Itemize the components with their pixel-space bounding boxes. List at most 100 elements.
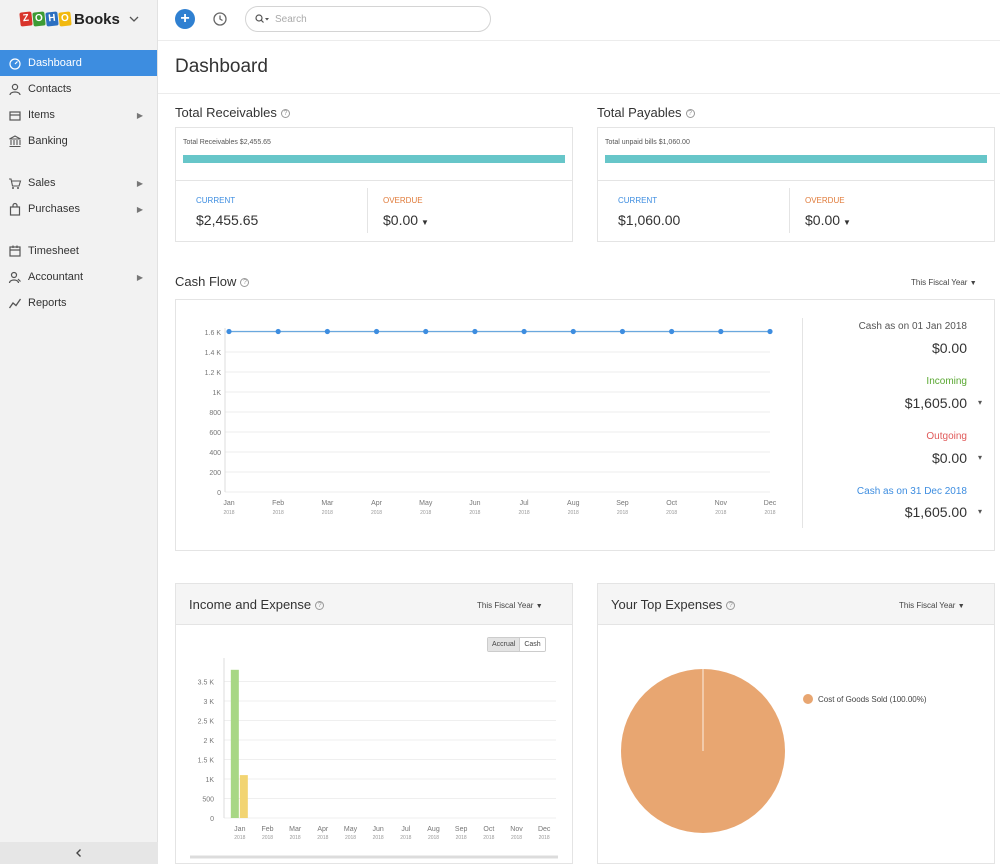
x-tick-year: 2018 [420,510,431,516]
cash-opening-label: Cash as on 01 Jan 2018 [858,321,967,332]
x-tick-label: Oct [666,500,677,507]
sidebar-item-purchases[interactable]: Purchases ▶ [0,196,157,222]
search-input[interactable] [275,13,465,25]
history-icon [213,12,227,26]
bag-icon [8,202,22,216]
help-icon[interactable]: ? [280,109,290,119]
payables-current-value: $1,060.00 [618,212,681,228]
cash-flow-period-value: This Fiscal Year [911,278,968,287]
income-expense-title-text: Income and Expense [189,597,312,612]
x-tick-year: 2018 [511,835,522,841]
income-expense-period-select[interactable]: This Fiscal Year ▼ [477,601,543,610]
cart-icon [8,176,22,190]
top-expenses-period-select[interactable]: This Fiscal Year ▼ [899,601,965,610]
data-point[interactable] [718,328,724,335]
chart-legend: Cost of Goods Sold (100.00%) [803,694,927,704]
chevron-left-icon [76,849,81,857]
data-point[interactable] [570,328,576,335]
data-point[interactable] [324,328,330,335]
income-expense-panel: Income and Expense? This Fiscal Year ▼ A… [175,583,573,864]
x-tick-label: May [419,500,433,507]
payables-card: Total unpaid bills $1,060.00 CURRENT $1,… [597,127,995,242]
bar[interactable] [239,775,248,818]
help-icon[interactable]: ? [685,109,695,119]
sidebar-nav: Dashboard Contacts Items ▶ Banking Sales ▶ Purc… [0,50,157,316]
sidebar-item-timesheet[interactable]: Timesheet [0,238,157,264]
sidebar-item-label: Timesheet [28,245,79,257]
y-tick-label: 500 [202,797,214,804]
cash-toggle[interactable]: Cash [520,638,545,651]
data-point[interactable] [226,328,232,335]
x-tick-label: Dec [764,500,777,507]
data-point[interactable] [521,328,527,335]
top-expenses-chart [621,669,785,833]
data-point[interactable] [472,328,478,335]
x-tick-label: Sep [616,500,629,507]
sidebar-item-dashboard[interactable]: Dashboard [0,50,157,76]
caret-down-icon[interactable]: ▾ [977,507,982,516]
cash-closing-label: Cash as on 31 Dec 2018 [856,486,967,497]
x-tick-label: Nov [510,826,523,833]
receivables-current-label: CURRENT [196,196,236,205]
x-tick-label: Dec [538,826,551,833]
data-point[interactable] [619,328,626,335]
bar[interactable] [230,669,239,818]
payables-current-label: CURRENT [618,196,658,205]
help-icon[interactable]: ? [726,601,736,611]
y-tick-label: 1K [205,777,214,784]
receivables-overdue-label: OVERDUE [383,196,423,205]
logo-letter: H [45,11,59,27]
sidebar-item-accountant[interactable]: Accountant ▶ [0,264,157,290]
x-tick-year: 2018 [322,510,333,516]
top-expenses-title-text: Your Top Expenses [611,597,723,612]
help-icon[interactable]: ? [240,278,250,288]
x-tick-year: 2018 [483,835,494,841]
cash-flow-card [175,299,995,551]
cash-opening-value: $0.00 [931,340,967,356]
sidebar-item-label: Reports [28,297,67,309]
chart-line-icon [8,296,22,310]
receivables-current-value: $2,455.65 [196,212,259,228]
help-icon[interactable]: ? [315,601,325,611]
sidebar-item-contacts[interactable]: Contacts [0,76,157,102]
top-expenses-period-value: This Fiscal Year [899,601,956,610]
recent-history-button[interactable] [210,9,230,29]
y-tick-label: 2.5 K [198,719,215,726]
receivables-overdue-dropdown[interactable]: $0.00 ▼ [383,212,429,228]
y-tick-label: 1.5 K [198,758,215,765]
quick-create-button[interactable]: + [175,9,195,29]
data-point[interactable] [275,328,281,335]
data-point[interactable] [423,328,429,335]
x-tick-label: Mar [289,826,302,833]
accrual-toggle[interactable]: Accrual [488,638,521,651]
dashboard-icon [8,56,22,70]
cash-incoming-label: Incoming [926,376,967,387]
chevron-down-icon [129,16,139,22]
y-tick-label: 400 [209,450,221,457]
cash-flow-period-select[interactable]: This Fiscal Year ▼ [911,278,977,287]
caret-down-icon[interactable]: ▾ [977,398,982,407]
search-icon[interactable] [255,14,269,24]
x-tick-year: 2018 [223,510,234,516]
sidebar-item-label: Items [28,109,55,121]
search-box[interactable] [245,6,491,32]
sidebar-item-reports[interactable]: Reports [0,290,157,316]
data-point[interactable] [767,328,773,335]
sidebar-item-items[interactable]: Items ▶ [0,102,157,128]
collapse-sidebar-button[interactable] [0,842,158,864]
caret-down-icon[interactable]: ▾ [977,453,982,462]
payables-bar [605,155,987,163]
payables-overdue-dropdown[interactable]: $0.00 ▼ [805,212,851,228]
x-tick-year: 2018 [539,835,550,841]
x-tick-label: Jun [373,826,384,833]
x-tick-year: 2018 [262,835,273,841]
y-tick-label: 0 [210,816,214,823]
data-point[interactable] [669,328,675,335]
sidebar-item-banking[interactable]: Banking [0,128,157,154]
data-point[interactable] [373,328,380,335]
x-tick-label: Mar [321,500,334,507]
payables-overdue-label: OVERDUE [805,196,845,205]
sidebar-item-sales[interactable]: Sales ▶ [0,170,157,196]
